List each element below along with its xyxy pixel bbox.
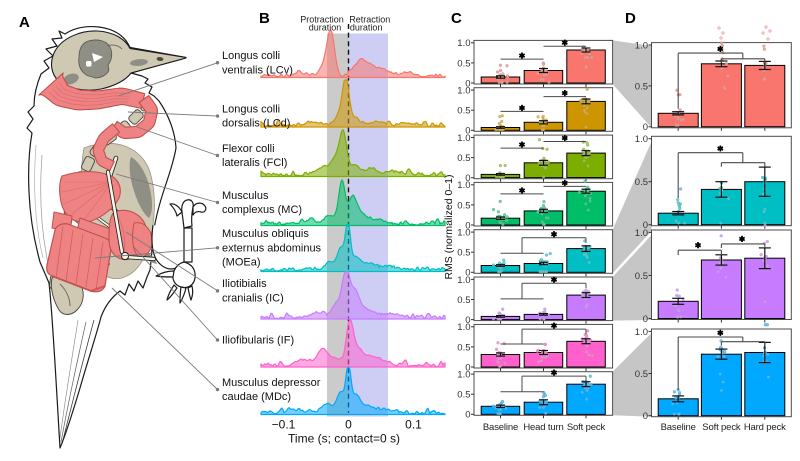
svg-text:1.0: 1.0 [457, 275, 470, 286]
svg-text:1.0: 1.0 [457, 228, 470, 239]
svg-text:−0.1: −0.1 [272, 418, 296, 432]
svg-text:1.0: 1.0 [635, 228, 648, 239]
svg-text:Protraction: Protraction [300, 14, 344, 24]
svg-text:Hard peck: Hard peck [744, 422, 786, 433]
svg-text:0: 0 [465, 173, 470, 184]
svg-text:cranialis (IC): cranialis (IC) [222, 293, 284, 305]
svg-text:duration: duration [350, 22, 383, 32]
svg-text:1.0: 1.0 [457, 322, 470, 333]
svg-text:1.0: 1.0 [635, 327, 648, 338]
svg-text:0: 0 [465, 268, 470, 279]
svg-text:0.5: 0.5 [635, 369, 648, 380]
svg-text:D: D [625, 10, 636, 27]
svg-text:Baseline: Baseline [661, 422, 696, 433]
svg-text:Time (s; contact=0 s): Time (s; contact=0 s) [288, 432, 400, 446]
svg-text:(MOEa): (MOEa) [222, 257, 261, 269]
svg-text:0: 0 [643, 411, 648, 422]
svg-text:Musculus obliquis: Musculus obliquis [222, 228, 309, 240]
svg-text:dorsalis (LCd): dorsalis (LCd) [222, 118, 290, 130]
svg-text:Soft peck: Soft peck [702, 422, 741, 433]
svg-text:1.0: 1.0 [635, 134, 648, 145]
svg-text:1.0: 1.0 [457, 370, 470, 381]
svg-text:0.5: 0.5 [457, 342, 470, 353]
svg-text:0.5: 0.5 [457, 248, 470, 259]
svg-text:0: 0 [643, 314, 648, 325]
svg-text:1.0: 1.0 [635, 40, 648, 51]
svg-text:0: 0 [643, 220, 648, 231]
svg-text:Head turn: Head turn [523, 422, 563, 433]
svg-text:A: A [19, 14, 30, 31]
svg-text:0.5: 0.5 [635, 177, 648, 188]
svg-text:0.5: 0.5 [457, 390, 470, 401]
svg-text:lateralis (FCl): lateralis (FCl) [222, 157, 287, 169]
svg-text:Iliofibularis (IF): Iliofibularis (IF) [222, 335, 294, 347]
svg-text:ventralis (LCv): ventralis (LCv) [222, 64, 293, 76]
svg-text:duration: duration [309, 22, 342, 32]
svg-text:0: 0 [465, 78, 470, 89]
svg-text:complexus (MC): complexus (MC) [222, 204, 302, 216]
svg-text:0: 0 [345, 418, 352, 432]
svg-text:0: 0 [465, 126, 470, 137]
svg-text:0.5: 0.5 [635, 81, 648, 92]
svg-text:Retraction: Retraction [349, 14, 390, 24]
svg-text:Iliotibialis: Iliotibialis [222, 278, 267, 290]
svg-text:Baseline: Baseline [483, 422, 518, 433]
svg-text:Flexor colli: Flexor colli [222, 143, 275, 155]
svg-text:RMS (normalized 0–1): RMS (normalized 0–1) [443, 174, 455, 279]
svg-text:Musculus: Musculus [222, 190, 269, 202]
svg-text:caudae (MDc): caudae (MDc) [222, 391, 291, 403]
svg-text:0.5: 0.5 [635, 271, 648, 282]
svg-text:1.0: 1.0 [457, 38, 470, 49]
svg-text:0.5: 0.5 [457, 153, 470, 164]
svg-text:1.0: 1.0 [457, 133, 470, 144]
svg-text:0.5: 0.5 [457, 295, 470, 306]
svg-text:0: 0 [465, 315, 470, 326]
svg-text:Longus colli: Longus colli [222, 103, 280, 115]
svg-text:0: 0 [465, 220, 470, 231]
svg-text:Musculus depressor: Musculus depressor [222, 377, 321, 389]
svg-text:0: 0 [643, 122, 648, 133]
svg-text:1.0: 1.0 [457, 86, 470, 97]
svg-text:Soft peck: Soft peck [567, 422, 606, 433]
svg-text:0.5: 0.5 [457, 200, 470, 211]
svg-text:0.1: 0.1 [405, 418, 422, 432]
svg-text:0.5: 0.5 [457, 58, 470, 69]
svg-text:externus abdominus: externus abdominus [222, 242, 322, 254]
svg-text:0.5: 0.5 [457, 106, 470, 117]
svg-text:0: 0 [465, 410, 470, 421]
svg-text:C: C [451, 10, 462, 27]
svg-text:B: B [259, 10, 270, 27]
svg-text:0: 0 [465, 362, 470, 373]
svg-text:Longus colli: Longus colli [222, 50, 280, 62]
svg-text:1.0: 1.0 [457, 180, 470, 191]
